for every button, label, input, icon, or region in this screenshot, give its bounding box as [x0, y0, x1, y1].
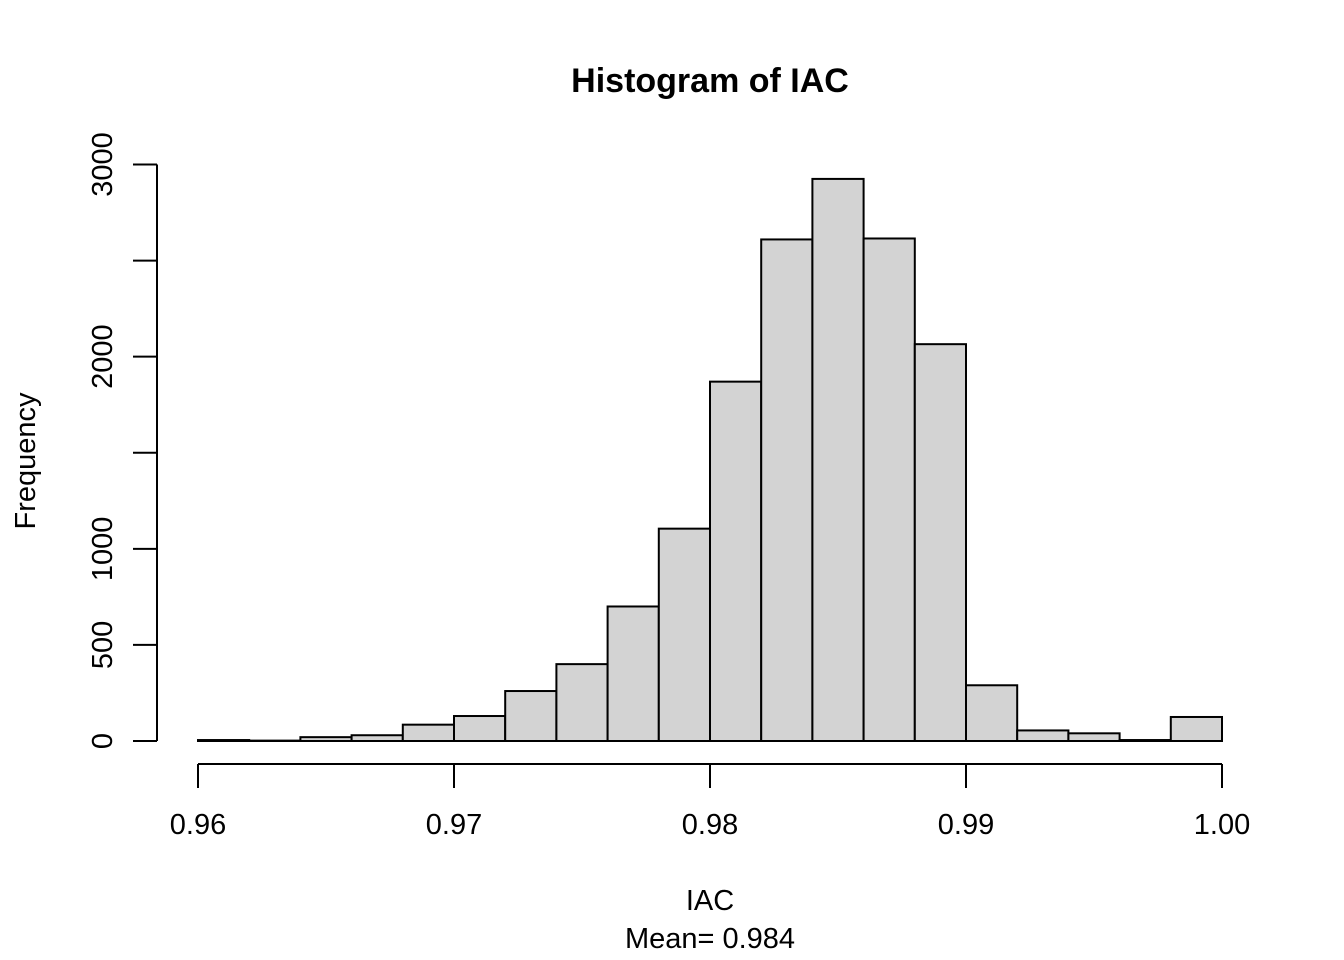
- x-tick-label: 0.97: [426, 809, 482, 841]
- x-axis-subtitle: Mean= 0.984: [625, 923, 795, 955]
- histogram-bar: [555, 663, 609, 743]
- x-tick-label: 0.96: [170, 809, 226, 841]
- y-tick-label: 2000: [87, 324, 119, 389]
- histogram-bar: [1067, 732, 1121, 743]
- histogram-bar: [401, 723, 455, 742]
- y-tick-label: 500: [87, 621, 119, 669]
- histogram-bar: [504, 690, 558, 743]
- chart-title: Histogram of IAC: [571, 62, 849, 100]
- histogram-bar: [1118, 739, 1172, 743]
- histogram-bar: [453, 715, 507, 742]
- x-axis: 0.96 0.97 0.98 0.99 1.00: [170, 763, 1250, 841]
- histogram-bar: [811, 177, 865, 743]
- histogram-bar: [197, 739, 251, 743]
- histogram-bar: [760, 238, 814, 742]
- x-tick-label: 0.98: [682, 809, 738, 841]
- x-tick-label: 1.00: [1194, 809, 1250, 841]
- y-tick-label: 1000: [87, 517, 119, 582]
- y-tick-label: 3000: [87, 132, 119, 197]
- histogram-bar: [350, 734, 404, 742]
- histogram-bar: [606, 605, 660, 742]
- histogram-bar: [913, 343, 967, 742]
- bars-group: [197, 177, 1224, 743]
- y-tick-label: 0: [87, 733, 119, 749]
- histogram-bar: [709, 380, 763, 742]
- x-axis-label: IAC: [686, 885, 734, 917]
- histogram-bar: [299, 736, 353, 743]
- histogram-bar: [862, 237, 916, 742]
- histogram-bar: [965, 684, 1019, 742]
- y-axis-label: Frequency: [10, 392, 42, 530]
- histogram-bar: [1016, 729, 1070, 743]
- y-axis: 0 500 1000 2000 3000: [87, 132, 158, 749]
- histogram-bar: [1169, 715, 1224, 743]
- x-tick-label: 0.99: [938, 809, 994, 841]
- histogram-bar: [657, 527, 711, 742]
